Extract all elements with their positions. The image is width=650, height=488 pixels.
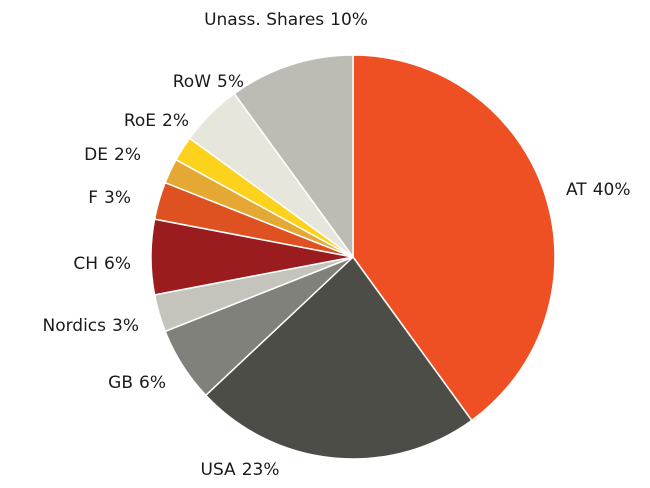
slice-category: CH	[73, 254, 98, 274]
slice-category: GB	[108, 373, 133, 393]
slice-value: 2%	[162, 111, 189, 131]
slice-value: 2%	[114, 145, 141, 165]
slice-value: 6%	[139, 373, 166, 393]
slice-category: RoE	[124, 111, 156, 131]
slice-label: USA 23%	[201, 460, 280, 480]
slice-label: RoW 5%	[173, 72, 244, 92]
slice-value: 3%	[112, 316, 139, 336]
slice-category: DE	[84, 145, 108, 165]
slice-value: 3%	[104, 188, 131, 208]
slice-value: 6%	[104, 254, 131, 274]
pie-slice	[352, 54, 556, 422]
slice-label: F 3%	[88, 188, 131, 208]
slice-label: Nordics 3%	[42, 316, 139, 336]
slice-label: RoE 2%	[124, 111, 189, 131]
slice-label: CH 6%	[73, 254, 131, 274]
slice-category: Unass. Shares	[204, 10, 324, 30]
slice-category: RoW	[173, 72, 211, 92]
slice-value: 40%	[593, 180, 631, 200]
slice-label: GB 6%	[108, 373, 166, 393]
slice-category: Nordics	[42, 316, 106, 336]
pie-slice	[204, 255, 473, 460]
slice-category: F	[88, 188, 98, 208]
slice-label: AT 40%	[566, 180, 631, 200]
slice-value: 23%	[242, 460, 280, 480]
slice-label: Unass. Shares 10%	[204, 10, 368, 30]
slice-value: 5%	[217, 72, 244, 92]
slice-category: USA	[201, 460, 237, 480]
slice-label: DE 2%	[84, 145, 141, 165]
slice-value: 10%	[330, 10, 368, 30]
slice-category: AT	[566, 180, 587, 200]
pie-slice	[233, 54, 354, 260]
